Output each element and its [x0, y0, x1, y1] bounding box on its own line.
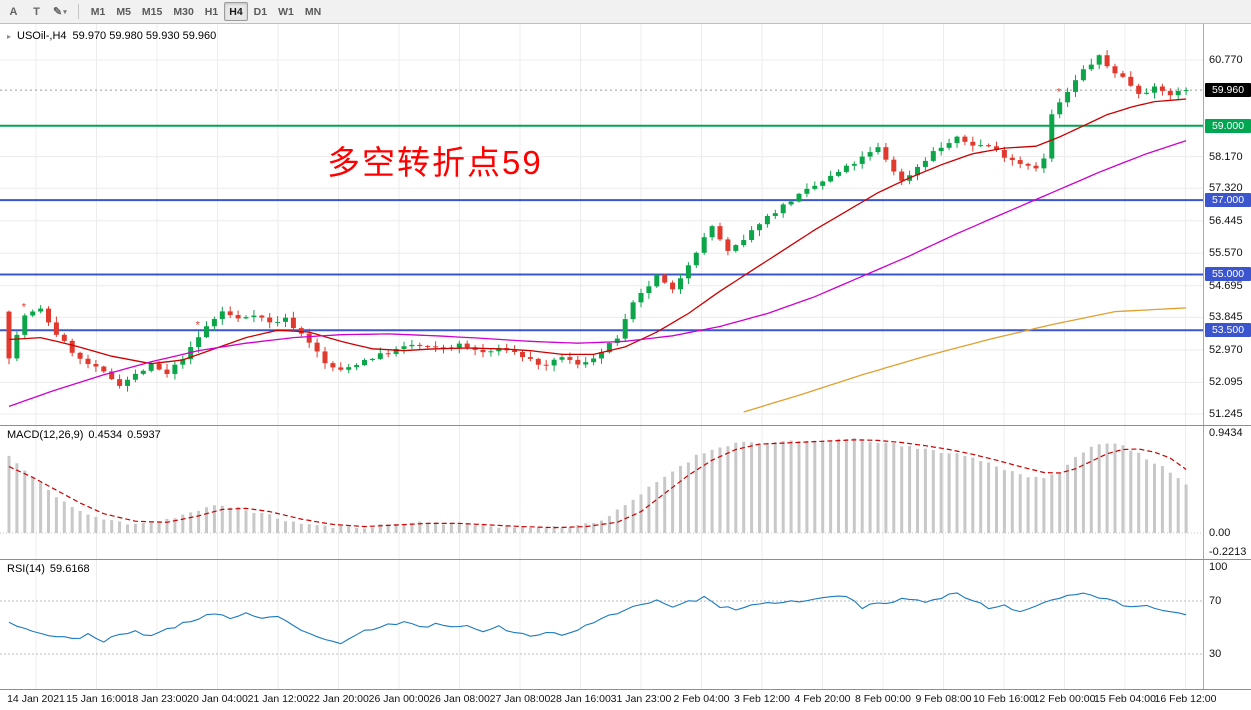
rsi-indicator-name: RSI(14)	[7, 563, 45, 575]
price-grid	[0, 24, 1203, 425]
level-price-label: 57.000	[1205, 193, 1251, 208]
timeframe-button-h4[interactable]: H4	[224, 2, 248, 21]
rsi-value: 59.6168	[49, 563, 90, 575]
pencil-icon: ✎	[53, 6, 63, 18]
macd-panel: 0.9434 0.00 -0.2213 MACD(12,26,9) 0.4534 0…	[0, 426, 1251, 559]
rsi-line	[8, 592, 1187, 645]
macd-main-value: 0.4534	[88, 429, 123, 441]
svg-text:*: *	[22, 301, 27, 313]
price-tick-label: 54.695	[1209, 279, 1243, 292]
time-axis-label: 26 Jan 00:00	[368, 693, 430, 705]
text-tool-button[interactable]: T	[26, 2, 47, 21]
time-axis-label: 4 Feb 20:00	[794, 693, 851, 705]
chart-annotation[interactable]: 多空转折点59	[327, 144, 543, 181]
panel-separator[interactable]	[0, 425, 1251, 426]
timeframe-button-m1[interactable]: M1	[86, 2, 111, 21]
level-price-label: 55.000	[1205, 267, 1251, 282]
rsi-axis-label: 70	[1209, 595, 1222, 607]
price-tick-label: 57.320	[1209, 182, 1243, 195]
time-axis-label: 9 Feb 08:00	[915, 693, 972, 705]
timeframe-button-d1[interactable]: D1	[249, 2, 272, 21]
time-axis-label: 8 Feb 00:00	[854, 693, 912, 705]
level-price-label: 53.500	[1205, 323, 1251, 338]
time-axis-label: 16 Feb 12:00	[1154, 693, 1217, 705]
price-tick-label: 52.970	[1209, 343, 1243, 356]
chart-area: * * * 60.770 58.170 57.320 56.445 55.570 54.695…	[0, 24, 1251, 710]
macd-axis-label: 0.9434	[1209, 427, 1243, 439]
macd-histogram	[7, 438, 1188, 533]
time-axis-label: 31 Jan 23:00	[610, 693, 672, 705]
candles-layer	[6, 50, 1189, 392]
time-axis-label: 20 Jan 04:00	[187, 693, 248, 705]
chart-ohlc-values: 59.970 59.980 59.930 59.960	[72, 30, 217, 42]
macd-axis-label: -0.2213	[1209, 546, 1247, 558]
time-axis-label: 10 Feb 16:00	[973, 693, 1035, 705]
time-axis: 14 Jan 2021 15 Jan 16:00 18 Jan 23:00 20 Ja…	[0, 690, 1251, 710]
draw-tool-button[interactable]: ✎ ▾	[49, 2, 71, 21]
timeframe-button-h1[interactable]: H1	[200, 2, 223, 21]
ma-fast-line	[8, 98, 1187, 365]
price-tick-label: 51.245	[1209, 408, 1243, 420]
price-tick-label: 58.170	[1209, 150, 1243, 163]
rsi-axis: 100 70 30	[1203, 560, 1251, 689]
level-price-label: 59.000	[1205, 118, 1251, 133]
rsi-panel: 100 70 30 RSI(14) 59.6168	[0, 560, 1251, 689]
toolbar-separator	[77, 4, 79, 19]
macd-chart-canvas[interactable]	[0, 426, 1203, 559]
chart-toolbar: A T ✎ ▾ M1 M5 M15 M30 H1 H4 D1 W1 MN	[0, 0, 1251, 24]
rsi-axis-label: 100	[1209, 561, 1228, 573]
macd-axis: 0.9434 0.00 -0.2213	[1203, 426, 1251, 559]
chart-title: ▸ USOil-,H4 59.970 59.980 59.930 59.960	[7, 30, 216, 42]
time-axis-label: 21 Jan 12:00	[247, 693, 309, 705]
price-axis: 60.770 58.170 57.320 56.445 55.570 54.695 53.8…	[1203, 24, 1251, 425]
price-tick-label: 53.845	[1209, 311, 1243, 324]
panel-separator	[0, 689, 1251, 690]
time-axis-label: 3 Feb 12:00	[733, 693, 791, 705]
current-price-label: 59.960	[1205, 83, 1251, 98]
time-axis-label: 15 Jan 16:00	[66, 693, 127, 705]
macd-axis-label: 0.00	[1209, 527, 1231, 539]
rsi-chart-canvas[interactable]	[0, 560, 1203, 689]
svg-text:*: *	[1057, 86, 1062, 98]
macd-label: MACD(12,26,9) 0.4534 0.5937	[7, 429, 161, 441]
price-chart-canvas[interactable]: * * *	[0, 24, 1203, 425]
rsi-axis-label: 30	[1209, 648, 1222, 660]
panel-separator[interactable]	[0, 559, 1251, 560]
time-axis-label: 2 Feb 04:00	[673, 693, 730, 705]
one-click-trading-toggle-icon[interactable]: ▸	[7, 31, 12, 41]
rsi-label: RSI(14) 59.6168	[7, 563, 90, 575]
horizontal-level-lines[interactable]	[0, 124, 1203, 332]
timeframe-button-m30[interactable]: M30	[168, 2, 198, 21]
timeframe-button-w1[interactable]: W1	[273, 2, 299, 21]
markers-layer: * * *	[22, 86, 1062, 331]
timeframe-group: M1 M5 M15 M30 H1 H4 D1 W1 MN	[86, 2, 326, 21]
timeframe-button-m15[interactable]: M15	[137, 2, 167, 21]
time-axis-label: 12 Feb 00:00	[1033, 693, 1096, 705]
time-axis-label: 22 Jan 20:00	[308, 693, 369, 705]
price-tick-label: 55.570	[1209, 247, 1243, 260]
timeframe-button-mn[interactable]: MN	[300, 2, 326, 21]
macd-signal-value: 0.5937	[127, 429, 161, 441]
price-panel: * * * 60.770 58.170 57.320 56.445 55.570 54.695…	[0, 24, 1251, 425]
chart-symbol-period: USOil-,H4	[17, 30, 67, 42]
ma-mid-line	[8, 140, 1187, 408]
time-axis-label: 28 Jan 16:00	[550, 693, 611, 705]
time-axis-label: 26 Jan 08:00	[429, 693, 490, 705]
chevron-down-icon: ▾	[63, 8, 67, 16]
ma-slow-line	[743, 307, 1187, 413]
price-tick-label: 56.445	[1209, 214, 1243, 227]
macd-indicator-name: MACD(12,26,9)	[7, 429, 84, 441]
price-tick-label: 60.770	[1209, 54, 1243, 66]
macd-signal-line	[8, 439, 1187, 529]
price-tick-label: 52.095	[1209, 376, 1243, 389]
cursor-tool-button[interactable]: A	[3, 2, 24, 21]
svg-text:*: *	[196, 319, 201, 331]
timeframe-button-m5[interactable]: M5	[111, 2, 136, 21]
time-axis-label: 15 Feb 04:00	[1094, 693, 1156, 705]
time-axis-label: 14 Jan 2021	[7, 693, 65, 705]
time-axis-label: 27 Jan 08:00	[489, 693, 551, 705]
time-axis-label: 18 Jan 23:00	[126, 693, 188, 705]
